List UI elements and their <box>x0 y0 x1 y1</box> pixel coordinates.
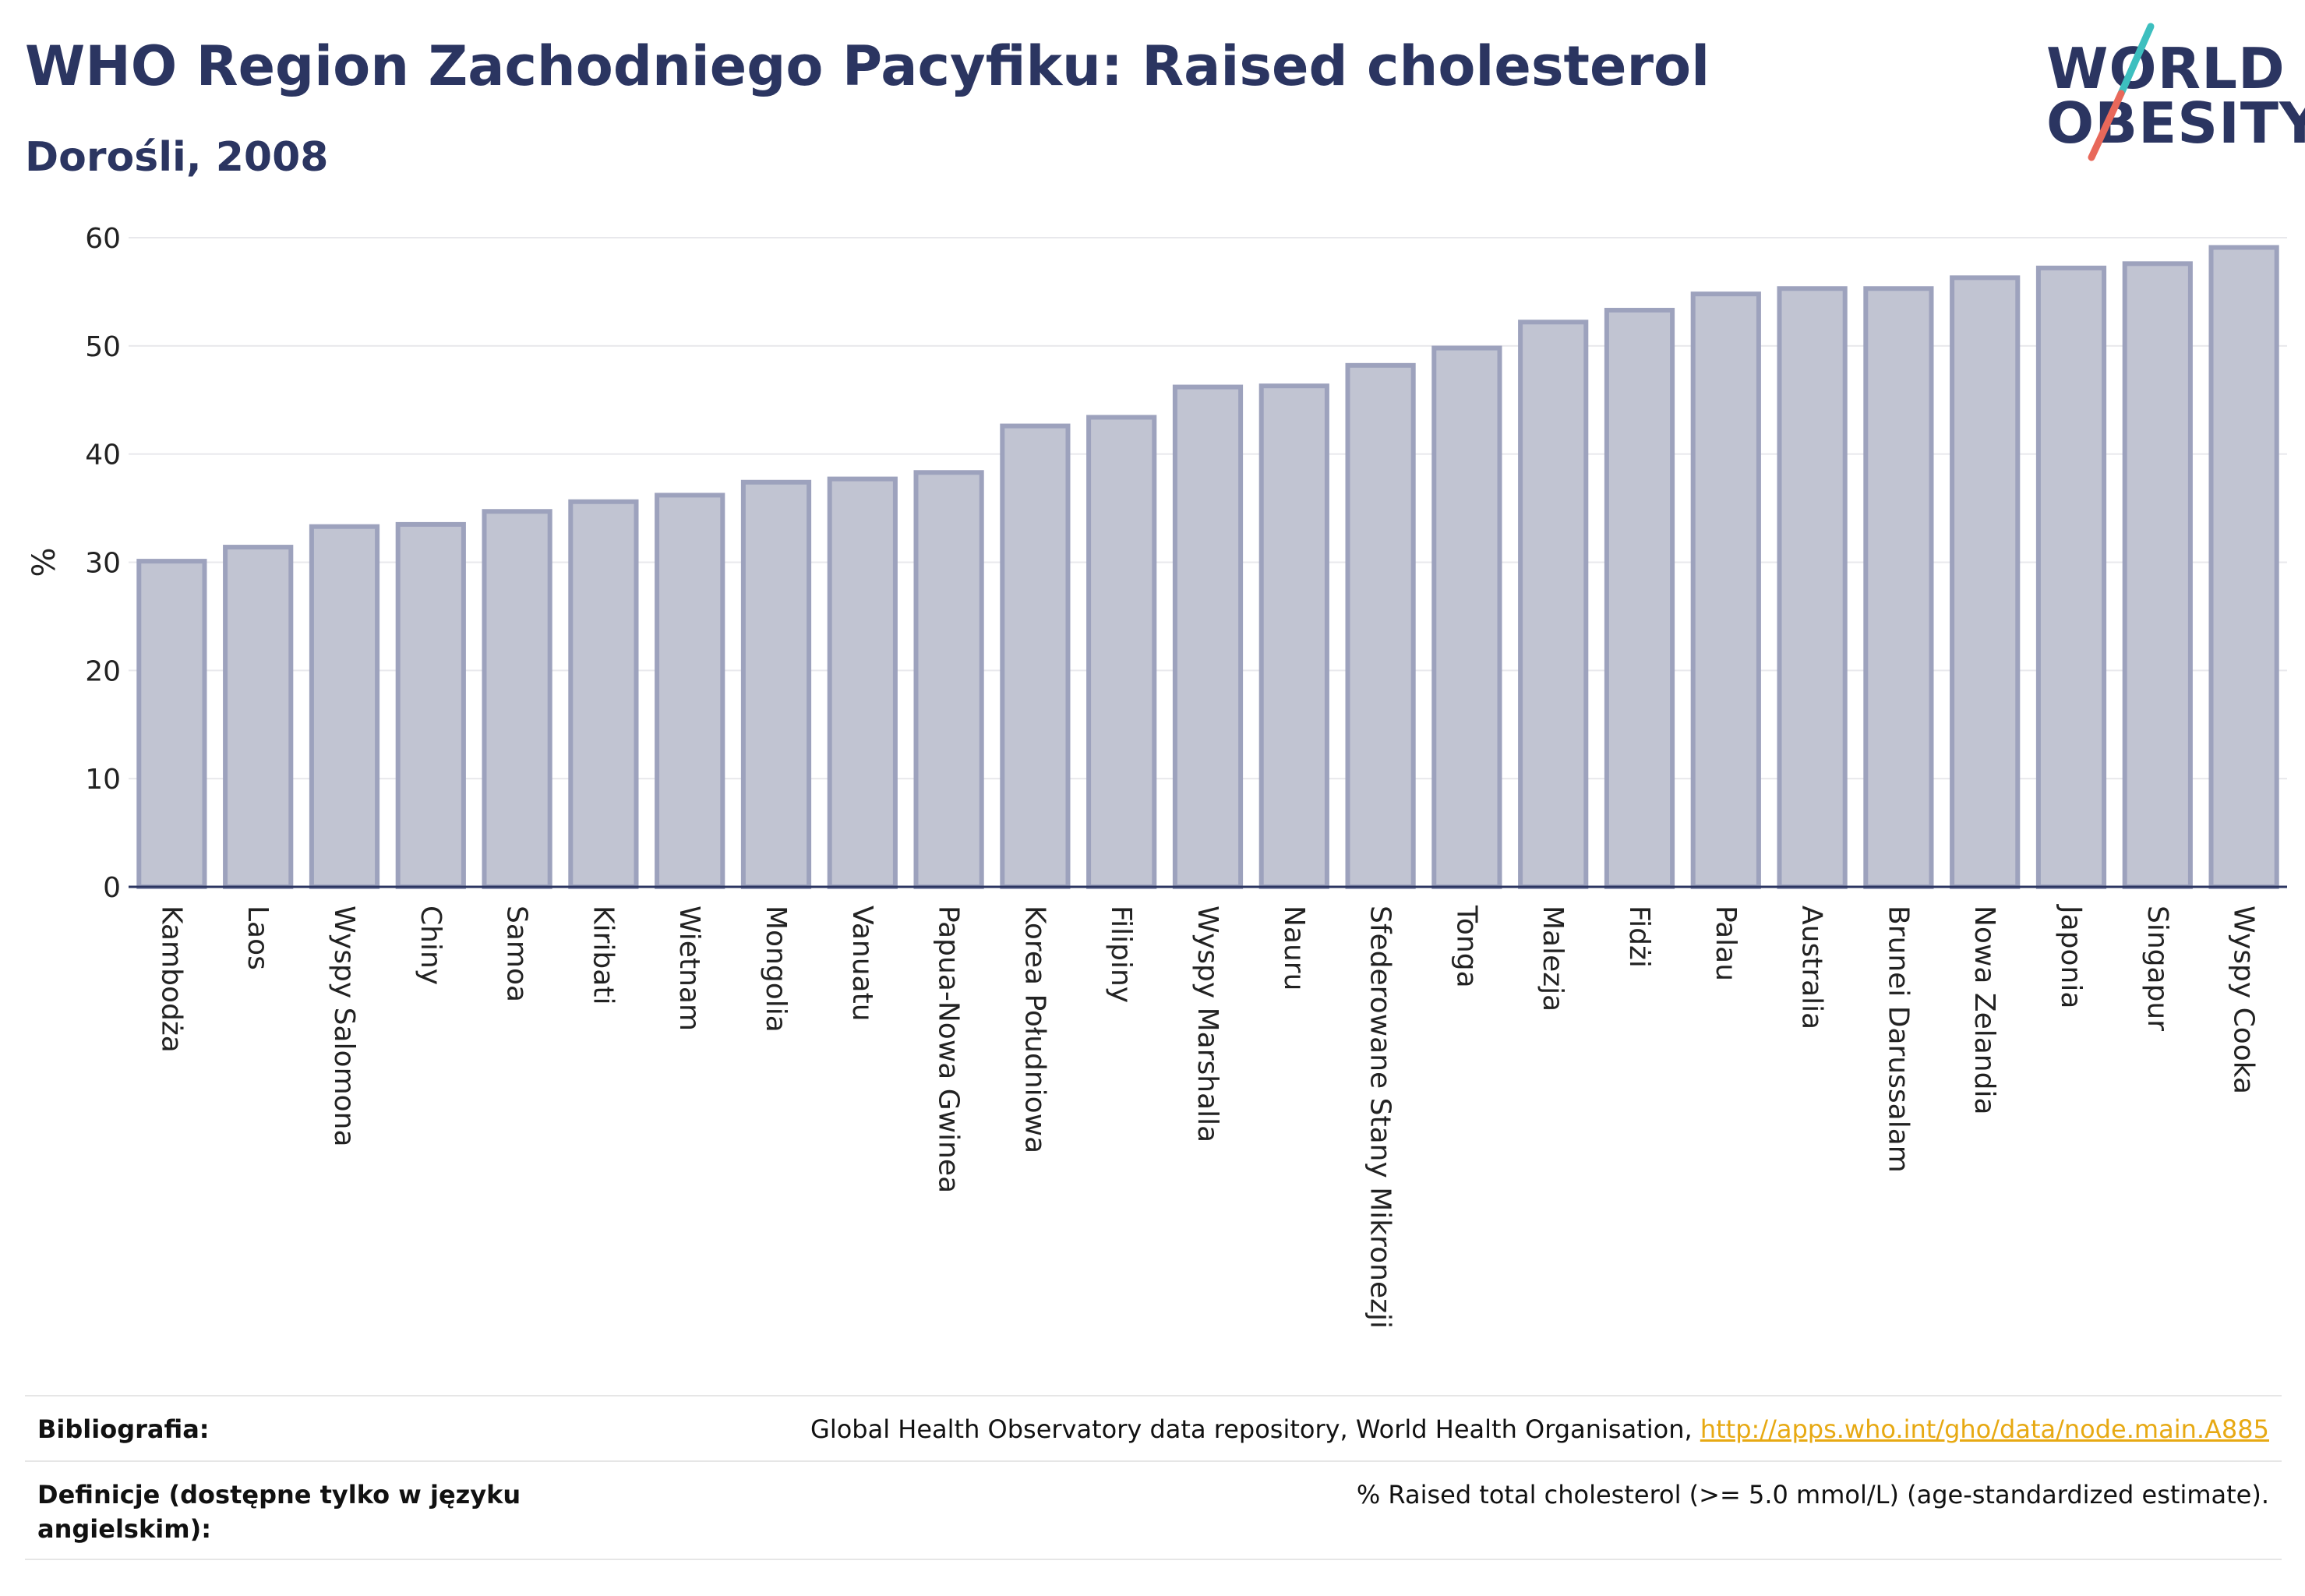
chart-subtitle: Dorośli, 2008 <box>25 134 329 181</box>
x-category-label: Australia <box>1796 906 1828 1029</box>
x-category-label: Laos <box>242 906 274 970</box>
y-tick-label: 0 <box>103 872 121 904</box>
bar <box>395 521 466 889</box>
bibliography-value: Global Health Observatory data repositor… <box>810 1412 2269 1446</box>
definitions-value: % Raised total cholesterol (>= 5.0 mmol/… <box>1356 1480 2269 1509</box>
x-category-label: Samoa <box>501 906 533 1002</box>
x-category-labels: Kambodża Laos Wyspy Salomona Chiny Samoa Kiri… <box>155 904 2259 1329</box>
x-category-label: Nowa Zelandia <box>1968 906 2000 1115</box>
x-category-label: Sfederowane Stany Mikronezji <box>1364 906 1396 1329</box>
x-category-label: Papua-Nowa Gwinea <box>933 906 965 1193</box>
bar <box>1086 415 1157 890</box>
bar <box>568 499 639 889</box>
footer-divider-top <box>25 1395 2282 1396</box>
bar <box>136 559 207 889</box>
y-tick-label: 60 <box>85 223 121 255</box>
bar <box>2122 261 2193 889</box>
x-category-label: Filipiny <box>1105 906 1137 1003</box>
chart-title: WHO Region Zachodniego Pacyfiku: Raised … <box>25 34 1710 98</box>
bar <box>2035 265 2107 889</box>
footer-divider-middle <box>25 1460 2282 1462</box>
bar <box>827 476 898 889</box>
x-category-label: Nauru <box>1278 906 1310 990</box>
bar <box>1431 345 1502 890</box>
x-category-label: Brunei Darussalam <box>1882 906 1914 1173</box>
x-category-label: Kambodża <box>155 906 187 1053</box>
bar <box>1172 384 1244 889</box>
bar <box>655 493 725 889</box>
bar <box>482 509 552 889</box>
y-tick-label: 50 <box>85 331 121 363</box>
bar <box>1518 320 1589 890</box>
logo-line-1: WORLD <box>2046 36 2286 101</box>
bibliography-label: Bibliografia: <box>37 1414 210 1444</box>
x-category-label: Palau <box>1710 906 1742 981</box>
bar <box>1604 308 1675 890</box>
bars <box>136 245 2279 890</box>
y-tick-label: 30 <box>85 548 121 580</box>
world-obesity-logo: WORLD OBESITY <box>2034 22 2305 162</box>
logo-line-2: OBESITY <box>2046 90 2305 156</box>
footer-divider-bottom <box>25 1559 2282 1560</box>
bar <box>1000 423 1071 889</box>
x-category-label: Japonia <box>2055 904 2087 1008</box>
bar <box>1345 362 1416 890</box>
x-category-label: Kiribati <box>587 906 619 1005</box>
y-tick-label: 10 <box>85 764 121 796</box>
x-category-label: Singapur <box>2141 906 2173 1031</box>
logo-slash-icon <box>2088 23 2155 161</box>
x-category-label: Fidżi <box>1623 906 1655 968</box>
bibliography-link[interactable]: http://apps.who.int/gho/data/node.main.A… <box>1700 1414 2269 1444</box>
footer-definitions-row: Definicje (dostępne tylko w języku angie… <box>25 1462 2282 1555</box>
y-tick-label: 20 <box>85 655 121 687</box>
bar <box>223 545 294 889</box>
x-category-label: Mongolia <box>760 906 792 1033</box>
y-axis-title: % <box>26 547 62 577</box>
y-tick-label: 40 <box>85 440 121 471</box>
bar <box>2208 245 2279 890</box>
x-category-label: Vanuatu <box>846 906 878 1022</box>
x-category-label: Tonga <box>1450 905 1482 988</box>
footer-bibliography-row: Bibliografia: Global Health Observatory … <box>25 1396 2282 1464</box>
bar <box>1950 275 2021 889</box>
x-category-label: Malezja <box>1537 906 1569 1012</box>
bar-chart: 0 10 20 30 40 50 60 Kambodża Laos Wyspy Salomona… <box>26 223 2287 1329</box>
bar <box>309 524 380 889</box>
x-category-label: Chiny <box>415 906 447 985</box>
y-tick-labels: 0 10 20 30 40 50 60 <box>85 223 121 904</box>
x-category-label: Wyspy Marshalla <box>1191 906 1223 1142</box>
x-category-label: Korea Południowa <box>1018 906 1050 1153</box>
x-category-label: Wyspy Cooka <box>2228 906 2260 1094</box>
x-category-label: Wietnam <box>673 906 705 1031</box>
bar <box>1690 291 1761 889</box>
bar <box>1777 286 1848 890</box>
bar <box>1258 383 1329 889</box>
definitions-label: Definicje (dostępne tylko w języku angie… <box>37 1480 521 1544</box>
x-category-label: Wyspy Salomona <box>328 906 360 1147</box>
bar <box>1863 286 1934 890</box>
bar <box>740 479 812 890</box>
bibliography-text: Global Health Observatory data repositor… <box>810 1414 1700 1444</box>
bar <box>913 470 984 890</box>
